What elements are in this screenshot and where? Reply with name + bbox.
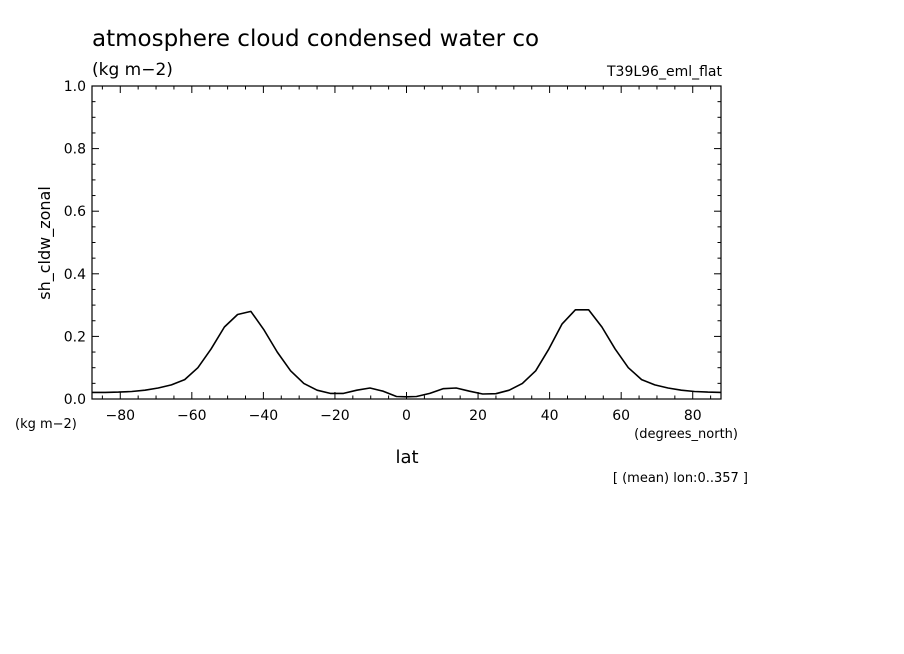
x-tick-label: 20 <box>469 408 487 424</box>
y-tick-label: 0.0 <box>64 392 86 408</box>
chart-title: atmosphere cloud condensed water co <box>92 26 539 52</box>
footer-note: [ (mean) lon:0..357 ] <box>613 471 748 486</box>
x-tick-label: 80 <box>684 408 702 424</box>
x-tick-label: 60 <box>612 408 630 424</box>
x-tick-label: 40 <box>541 408 559 424</box>
run-label: T39L96_eml_flat <box>606 64 723 80</box>
y-axis-units: (kg m−2) <box>15 417 77 432</box>
plot-frame <box>91 85 722 400</box>
tick-marks <box>92 85 721 400</box>
series-line <box>92 308 722 398</box>
y-tick-label: 0.4 <box>64 267 86 283</box>
y-tick-label: 0.6 <box>64 204 86 220</box>
y-tick-label: 1.0 <box>64 79 86 95</box>
x-tick-label: −80 <box>105 408 135 424</box>
y-tick-label: 0.8 <box>64 142 86 158</box>
x-axis-units: (degrees_north) <box>634 427 738 442</box>
x-tick-label: −20 <box>320 408 350 424</box>
x-tick-label: −40 <box>249 408 279 424</box>
x-tick-label: 0 <box>402 408 411 424</box>
x-tick-label: −60 <box>177 408 207 424</box>
y-axis-title: sh_cldw_zonal <box>35 186 55 300</box>
title-units: (kg m−2) <box>92 60 173 80</box>
x-axis-title: lat <box>395 447 418 468</box>
y-tick-label: 0.2 <box>64 329 86 345</box>
